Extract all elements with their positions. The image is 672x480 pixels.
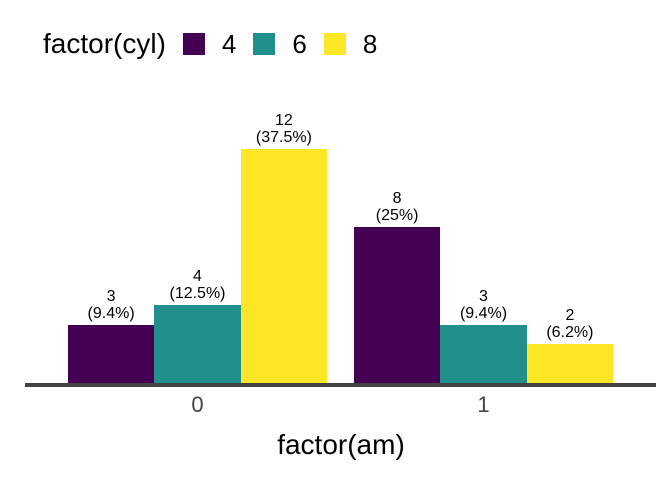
bar-am0-cyl6 bbox=[154, 305, 241, 383]
x-axis-title: factor(am) bbox=[277, 429, 405, 460]
legend: factor(cyl) 4 6 8 bbox=[43, 28, 377, 60]
bar-am0-cyl4 bbox=[67, 324, 155, 383]
legend-label-cyl6: 6 bbox=[292, 28, 307, 59]
bar-value-label-am1-cyl8: 2 (6.2%) bbox=[546, 307, 594, 341]
legend-label-cyl4: 4 bbox=[221, 28, 237, 59]
x-tick-label-1: 1 bbox=[477, 392, 490, 417]
bar-value-label-am0-cyl4: 3 (9.4%) bbox=[87, 287, 135, 322]
bar-value-label-am1-cyl4: 8 (25%) bbox=[375, 190, 419, 224]
bar-am1-cyl8 bbox=[526, 344, 614, 383]
legend-title: factor(cyl) bbox=[43, 28, 166, 59]
legend-label-cyl8: 8 bbox=[362, 28, 378, 59]
bar-value-label-am0-cyl8: 12 (37.5%) bbox=[255, 112, 312, 146]
bar-am1-cyl4 bbox=[353, 227, 441, 383]
bar-am1-cyl6 bbox=[440, 324, 527, 383]
bar-am0-cyl8 bbox=[240, 149, 328, 383]
bar-value-label-am1-cyl6: 3 (9.4%) bbox=[459, 287, 508, 322]
legend-swatch-cyl4 bbox=[182, 33, 205, 55]
bar-value-label-am0-cyl6: 4 (12.5%) bbox=[169, 268, 226, 302]
legend-swatch-cyl6 bbox=[253, 33, 276, 55]
x-axis-line bbox=[25, 383, 656, 387]
legend-swatch-cyl8 bbox=[323, 33, 346, 55]
x-tick-label-0: 0 bbox=[191, 392, 204, 417]
